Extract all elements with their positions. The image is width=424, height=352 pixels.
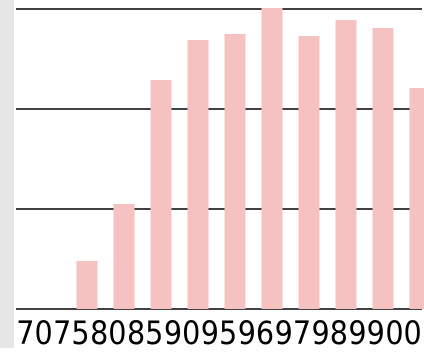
x-tick-label-98: 98 [312, 314, 348, 348]
bar-75 [77, 261, 98, 309]
bar-99 [373, 28, 394, 309]
bar-95 [225, 34, 246, 309]
bars [77, 8, 424, 309]
x-tick-label-75: 75 [53, 314, 89, 348]
x-tick-label-95: 95 [201, 314, 237, 348]
x-tick-label-85: 85 [127, 314, 163, 348]
bar-80 [114, 204, 135, 309]
x-tick-label-97: 97 [275, 314, 311, 348]
bar-85 [151, 80, 172, 309]
x-tick-label-96: 96 [238, 314, 274, 348]
x-tick-label-99: 99 [348, 314, 384, 348]
bar-98 [336, 20, 357, 309]
left-panel-strip [0, 0, 14, 348]
bar-97 [299, 36, 320, 309]
x-tick-label-90: 90 [164, 314, 200, 348]
x-tick-label-00: 00 [385, 314, 421, 348]
bar-90 [188, 40, 209, 309]
bar-96 [262, 8, 283, 309]
x-tick-label-70: 70 [16, 314, 52, 348]
bar-00 [410, 88, 424, 309]
x-tick-label-80: 80 [90, 314, 126, 348]
